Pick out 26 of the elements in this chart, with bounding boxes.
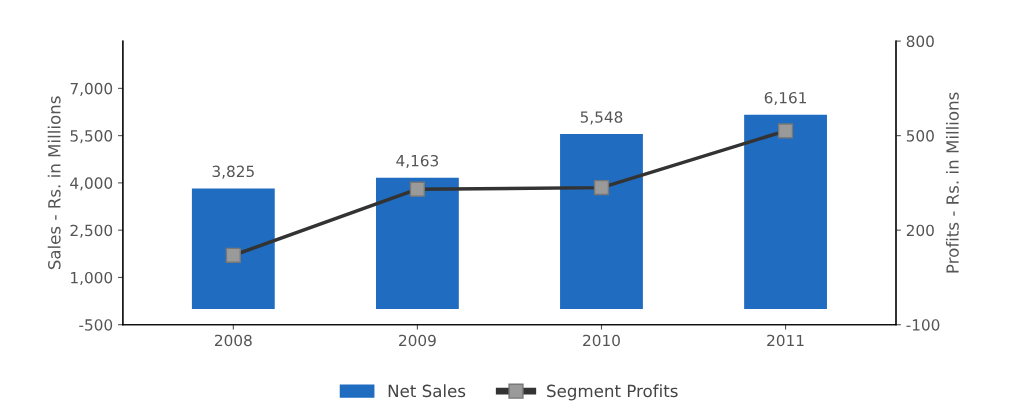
bar — [191, 188, 275, 309]
y2-axis-title: Profits - Rs. in Millions — [945, 92, 959, 273]
legend-label: Segment Profits — [547, 384, 678, 401]
y-tick-label: 1,000 — [71, 271, 113, 286]
y-tick-label: 4,000 — [70, 177, 113, 191]
y-tick-label: -500 — [79, 319, 113, 331]
y2-tick-label: 800 — [906, 35, 934, 48]
x-tick-label: 2009 — [399, 334, 436, 347]
x-tick-label: 2011 — [767, 334, 804, 347]
y-tick-label: 2,500 — [70, 224, 113, 238]
data-label: 5,548 — [580, 111, 623, 125]
bar — [375, 177, 459, 309]
y2-tick-label: 500 — [906, 130, 934, 142]
x-tick-label: 2008 — [215, 334, 252, 347]
y-axis-title: Sales - Rs. in Millions — [47, 96, 61, 270]
x-tick-label: 2010 — [583, 334, 620, 347]
y-tick-label: 5,500 — [70, 130, 113, 144]
y-tick-label: 7,000 — [70, 82, 113, 96]
legend-label: Net Sales — [388, 384, 466, 398]
y2-tick-label: -100 — [906, 319, 940, 331]
y2-tick-label: 200 — [906, 224, 934, 237]
data-label: 4,163 — [396, 154, 439, 169]
data-label: 6,161 — [764, 91, 807, 106]
data-label: 3,825 — [212, 165, 254, 179]
bar — [744, 114, 827, 309]
bar — [560, 134, 643, 309]
